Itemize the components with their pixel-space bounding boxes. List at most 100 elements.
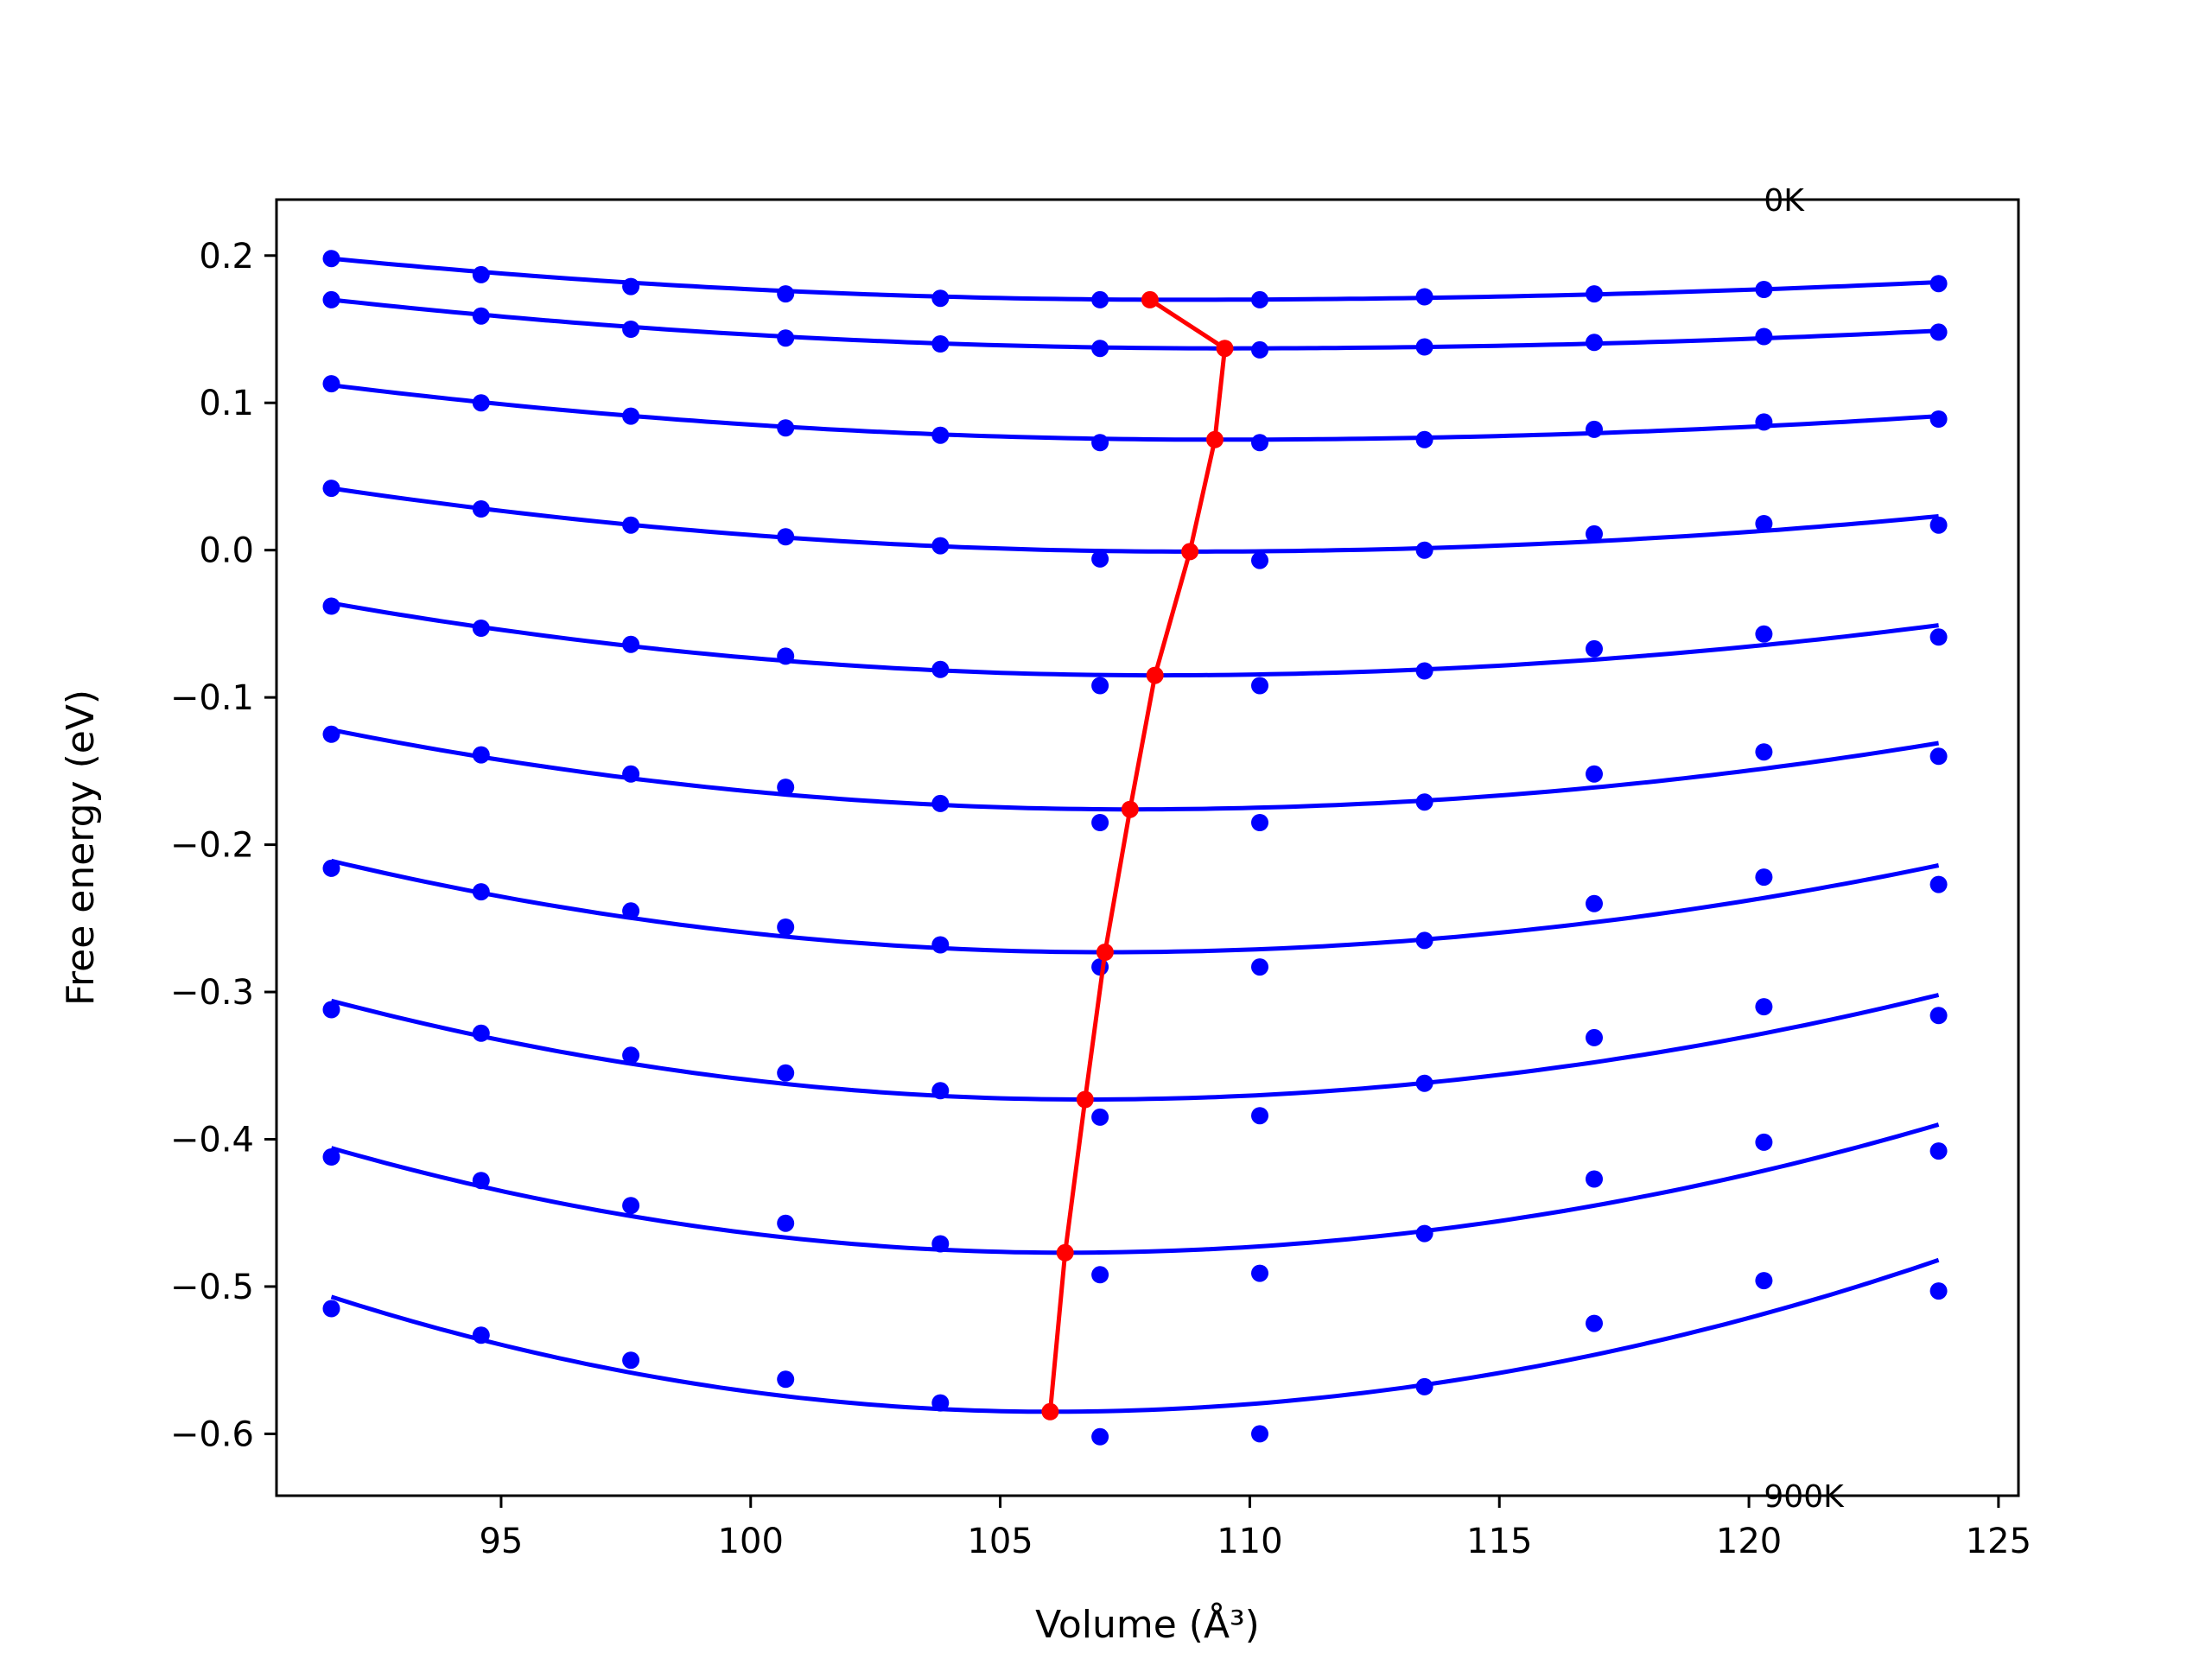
temperature-annotation: 900K (1764, 1479, 1845, 1515)
y-tick-label: −0.2 (170, 826, 254, 866)
minimum-point (1041, 1402, 1059, 1421)
data-point (1929, 875, 1948, 893)
data-point (1415, 1074, 1433, 1092)
minimum-point (1216, 340, 1234, 358)
data-point (622, 635, 640, 653)
minimum-point (1141, 290, 1159, 308)
x-tick-label: 95 (479, 1522, 523, 1561)
y-tick-label: 0.1 (199, 384, 254, 423)
data-point (1929, 628, 1948, 646)
data-point (1091, 434, 1109, 452)
data-point (1091, 814, 1109, 831)
minimum-point (1146, 666, 1164, 684)
x-axis-ticks: 95 100 105 110 115 120 125 (479, 1496, 2031, 1561)
data-point (1415, 541, 1433, 559)
data-point (1091, 1266, 1109, 1284)
data-point (1755, 413, 1773, 431)
y-tick-label: −0.1 (170, 678, 254, 718)
data-point (1251, 1264, 1268, 1282)
data-point (777, 779, 795, 797)
data-point (1415, 793, 1433, 811)
data-point (322, 290, 340, 308)
minimum-point (1096, 944, 1114, 961)
data-point (931, 660, 950, 678)
data-point (322, 859, 340, 877)
data-point (472, 1326, 490, 1344)
minimum-point (1076, 1090, 1094, 1109)
data-point (472, 265, 490, 283)
data-point (622, 1351, 640, 1370)
data-point (1091, 1108, 1109, 1126)
data-point (1415, 288, 1433, 306)
data-point (622, 516, 640, 534)
y-tick-label: −0.6 (170, 1414, 254, 1454)
data-point (1091, 677, 1109, 695)
data-point (1755, 327, 1773, 346)
data-point (777, 1214, 795, 1232)
data-point (1251, 814, 1268, 831)
temperature-annotations: 0K 900K (1764, 183, 1845, 1515)
isotherm-fit-curve-2 (331, 297, 1939, 351)
minimum-point (1206, 430, 1224, 448)
data-point (1251, 958, 1268, 976)
data-point (777, 918, 795, 936)
data-point (1091, 1427, 1109, 1446)
data-point (1251, 340, 1268, 359)
data-point (931, 1235, 950, 1253)
data-point (322, 480, 340, 498)
data-point (1251, 677, 1268, 695)
data-point (931, 537, 950, 555)
data-point (1755, 1133, 1773, 1151)
data-point (322, 375, 340, 393)
data-point (777, 1064, 795, 1082)
data-point (1415, 931, 1433, 950)
isotherm-fit-curve-9 (330, 1122, 1940, 1255)
data-point (1586, 524, 1603, 543)
data-point (1929, 1007, 1948, 1025)
data-point (1586, 894, 1603, 912)
data-point (931, 1082, 950, 1100)
data-point (322, 1300, 340, 1318)
data-point (1586, 420, 1603, 438)
data-point (1929, 323, 1948, 341)
data-point (1586, 1170, 1603, 1188)
data-point (1415, 430, 1433, 448)
data-point (931, 1394, 950, 1412)
data-point (1586, 1028, 1603, 1046)
data-point (1586, 285, 1603, 303)
isotherm-fit-curve-10 (330, 1257, 1940, 1414)
minimum-path-line (1047, 297, 1227, 1413)
data-point (622, 407, 640, 425)
data-point (777, 285, 795, 303)
data-point (777, 329, 795, 347)
data-point (322, 597, 340, 615)
data-point (1755, 998, 1773, 1016)
data-point (777, 419, 795, 437)
data-point (931, 794, 950, 812)
data-point (322, 1001, 340, 1019)
data-point (777, 1370, 795, 1389)
data-point (1586, 1314, 1603, 1332)
data-point (1091, 550, 1109, 568)
x-tick-label: 105 (967, 1522, 1033, 1561)
data-point (1929, 410, 1948, 428)
data-point (1755, 743, 1773, 761)
isotherm-fit-curve-4 (331, 486, 1939, 554)
isotherm-data-points (322, 250, 1948, 1446)
y-tick-label: −0.5 (170, 1268, 254, 1307)
x-tick-label: 125 (1966, 1522, 2031, 1561)
data-point (472, 394, 490, 412)
data-point (1755, 1272, 1773, 1290)
data-point (322, 250, 340, 268)
x-tick-label: 110 (1217, 1522, 1282, 1561)
data-point (1415, 1377, 1433, 1395)
data-point (622, 765, 640, 783)
y-axis-label: Free energy (eV) (59, 690, 103, 1006)
data-point (622, 902, 640, 920)
data-point (1251, 1107, 1268, 1125)
data-point (1755, 625, 1773, 643)
minimum-path (1041, 290, 1234, 1421)
y-axis-ticks: −0.6 −0.5 −0.4 −0.3 −0.2 −0.1 0.0 0.1 0.2 (170, 237, 276, 1454)
data-point (1091, 290, 1109, 308)
